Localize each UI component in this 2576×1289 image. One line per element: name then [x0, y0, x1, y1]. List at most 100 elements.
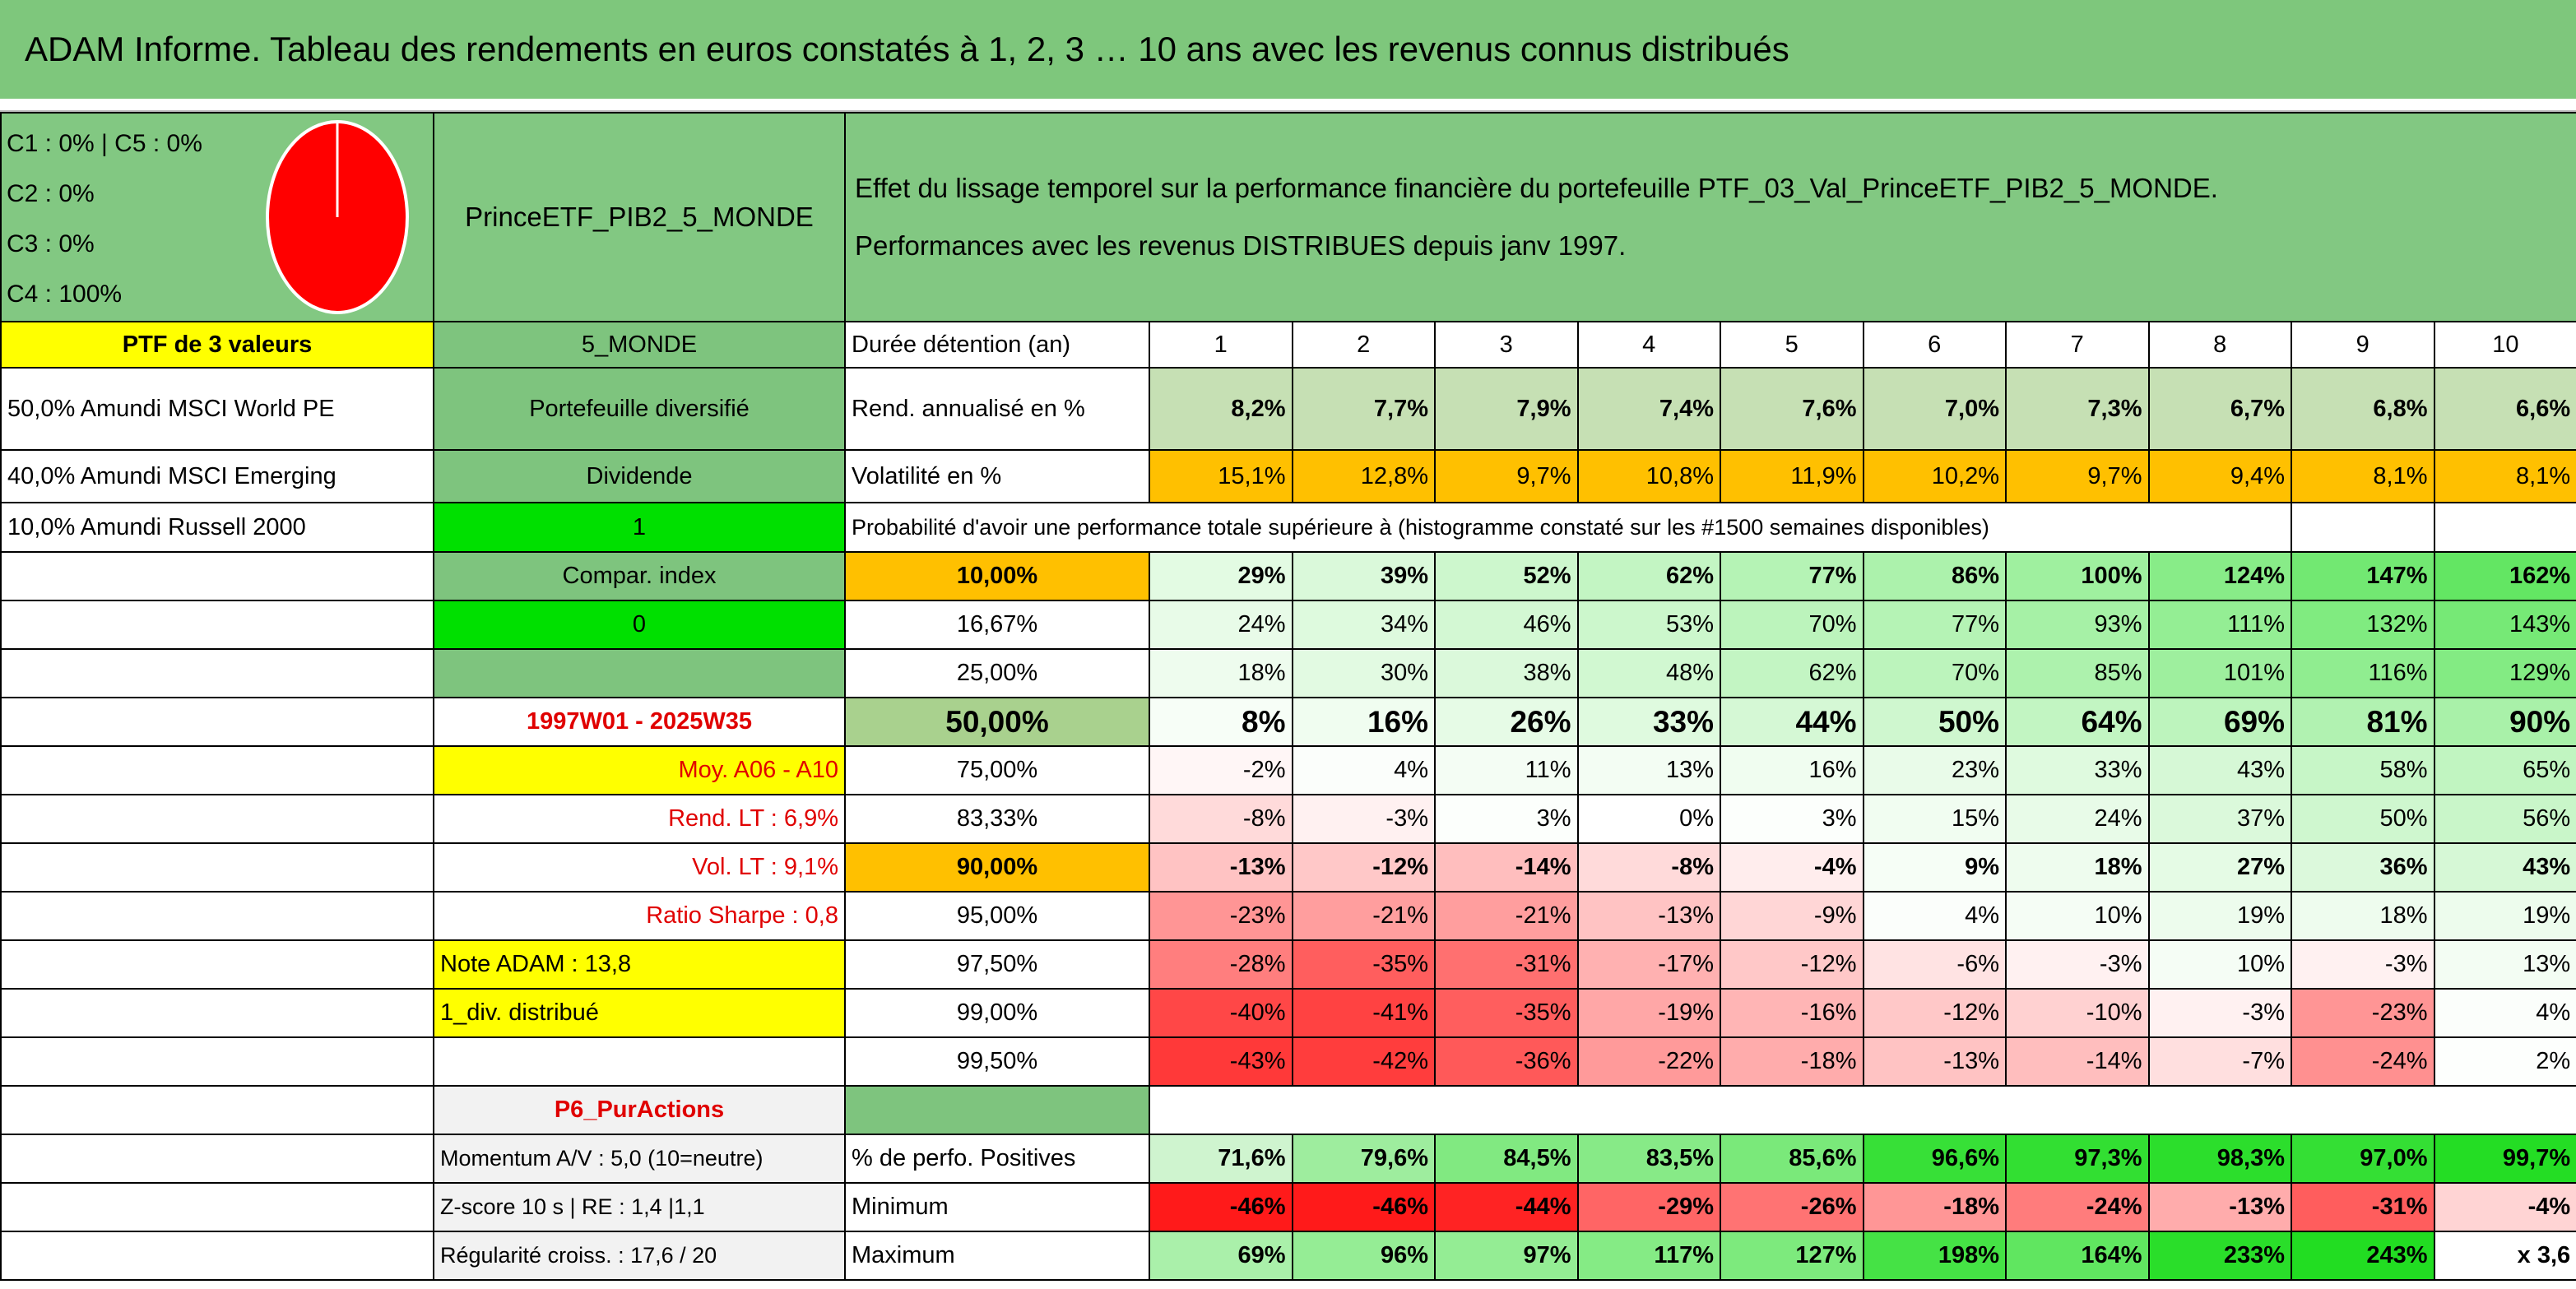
- table-cell: 36%: [2291, 842, 2435, 893]
- table-cell: [0, 891, 434, 941]
- table-row: Vol. LT : 9,1% 90,00% -13% -12% -14% -8% -4% 9%…: [0, 842, 2576, 893]
- table-cell: [0, 1036, 434, 1087]
- table-cell: [0, 1231, 434, 1281]
- table-cell: [0, 648, 434, 698]
- table-row: C1 : 0% | C5 : 0% C2 : 0% C3 : 0% C4 : 100%…: [0, 112, 2576, 322]
- table-cell: 9,4%: [2147, 449, 2292, 503]
- table-cell: 12,8%: [1291, 449, 1436, 503]
- table-cell: -14%: [1434, 842, 1579, 893]
- spacer: [0, 99, 2576, 112]
- table-cell: 23%: [1862, 745, 2007, 795]
- weight-label: C4 : 100%: [7, 281, 123, 308]
- table-row: Rend. LT : 6,9% 83,33% -8% -3% 3% 0% 3% 15% 24% 3…: [0, 794, 2576, 844]
- table-cell: -23%: [1149, 891, 1293, 941]
- table-cell: 40,0% Amundi MSCI Emerging: [0, 449, 434, 503]
- table-cell: 129%: [2433, 648, 2576, 698]
- table-cell: 24%: [2005, 794, 2150, 844]
- table-cell: 8,1%: [2291, 449, 2435, 503]
- table-cell: 111%: [2147, 600, 2292, 650]
- table-cell: Portefeuille diversifié: [433, 367, 846, 451]
- table-cell: -4%: [2433, 1182, 2576, 1232]
- table-cell: PrinceETF_PIB2_5_MONDE: [433, 112, 846, 322]
- table-cell: 0: [433, 600, 846, 650]
- table-cell: [2433, 502, 2576, 553]
- table-cell: 164%: [2005, 1231, 2150, 1281]
- table-cell: 5_MONDE: [433, 321, 846, 369]
- table-cell: 101%: [2147, 648, 2292, 698]
- table-cell: 10,2%: [1862, 449, 2007, 503]
- table-cell: 15%: [1862, 794, 2007, 844]
- table-cell: 6,6%: [2433, 367, 2576, 451]
- table-cell: 15,1%: [1149, 449, 1293, 503]
- table-cell: Vol. LT : 9,1%: [433, 842, 846, 893]
- table-cell: Effet du lissage temporel sur la perform…: [843, 112, 2576, 322]
- table-cell: 10%: [2005, 891, 2150, 941]
- table-cell: 34%: [1291, 600, 1436, 650]
- table-cell: 147%: [2291, 551, 2435, 601]
- table-cell: 90%: [2433, 697, 2576, 747]
- weight-label: C1 : 0% | C5 : 0%: [7, 130, 202, 157]
- table-cell: 19%: [2147, 891, 2292, 941]
- table-cell: 8,1%: [2433, 449, 2576, 503]
- weight-label: C2 : 0%: [7, 180, 95, 207]
- table-cell: 77%: [1720, 551, 1864, 601]
- table-cell: -46%: [1291, 1182, 1436, 1232]
- table-cell: -12%: [1862, 988, 2007, 1038]
- table-cell: -35%: [1434, 988, 1579, 1038]
- table-cell: [0, 745, 434, 795]
- table-cell: 10: [2433, 321, 2576, 369]
- table-cell: -43%: [1149, 1036, 1293, 1087]
- table-cell: 127%: [1720, 1231, 1864, 1281]
- table-cell: 8,2%: [1149, 367, 1293, 451]
- table-cell: 77%: [1862, 600, 2007, 650]
- table-cell: PTF de 3 valeurs: [0, 321, 434, 369]
- table-cell: 65%: [2433, 745, 2576, 795]
- table-cell: -12%: [1291, 842, 1436, 893]
- table-cell: 99,7%: [2433, 1134, 2576, 1184]
- table-cell: 52%: [1434, 551, 1579, 601]
- table-cell: Rend. LT : 6,9%: [433, 794, 846, 844]
- table-row: Moy. A06 - A10 75,00% -2% 4% 11% 13% 16% 23% 33%…: [0, 745, 2576, 795]
- table-cell: -26%: [1720, 1182, 1864, 1232]
- table-cell: -41%: [1291, 988, 1436, 1038]
- table-cell: 143%: [2433, 600, 2576, 650]
- table-row: Ratio Sharpe : 0,8 95,00% -23% -21% -21% -13%…: [0, 891, 2576, 941]
- table-cell: -13%: [1576, 891, 1721, 941]
- table-cell: 70%: [1720, 600, 1864, 650]
- table-cell: 7,7%: [1291, 367, 1436, 451]
- table-cell: [0, 600, 434, 650]
- table-cell: [0, 1085, 434, 1135]
- table-cell: 97,0%: [2291, 1134, 2435, 1184]
- table-cell: -19%: [1576, 988, 1721, 1038]
- table-cell: -8%: [1149, 794, 1293, 844]
- table-cell: -4%: [1720, 842, 1864, 893]
- table-cell: -9%: [1720, 891, 1864, 941]
- table-cell: 3: [1434, 321, 1579, 369]
- table-cell: 11,9%: [1720, 449, 1864, 503]
- table-cell: 64%: [2005, 697, 2150, 747]
- table-cell: 30%: [1291, 648, 1436, 698]
- table-cell: 90,00%: [844, 842, 1150, 893]
- table-cell: 85%: [2005, 648, 2150, 698]
- description-line: Performances avec les revenus DISTRIBUES…: [855, 230, 1627, 261]
- table-cell: 10%: [2147, 939, 2292, 990]
- table-cell: 9,7%: [2005, 449, 2150, 503]
- table-cell: 75,00%: [844, 745, 1150, 795]
- table-cell: 96%: [1291, 1231, 1436, 1281]
- table-cell: -23%: [2291, 988, 2435, 1038]
- table-cell: 56%: [2433, 794, 2576, 844]
- table-cell: Moy. A06 - A10: [433, 745, 846, 795]
- table-cell: -18%: [1862, 1182, 2007, 1232]
- table-cell: 7,9%: [1434, 367, 1579, 451]
- table-cell: 99,00%: [844, 988, 1150, 1038]
- table-cell: 33%: [2005, 745, 2150, 795]
- table-cell: 9: [2291, 321, 2435, 369]
- table-cell: -17%: [1576, 939, 1721, 990]
- table-cell: 44%: [1720, 697, 1864, 747]
- table-cell: 6,8%: [2291, 367, 2435, 451]
- table-cell: 10,00%: [844, 551, 1150, 601]
- table-cell: 50,00%: [844, 697, 1150, 747]
- table-cell: Maximum: [844, 1231, 1150, 1281]
- table-cell: 18%: [2291, 891, 2435, 941]
- table-cell: 96,6%: [1862, 1134, 2007, 1184]
